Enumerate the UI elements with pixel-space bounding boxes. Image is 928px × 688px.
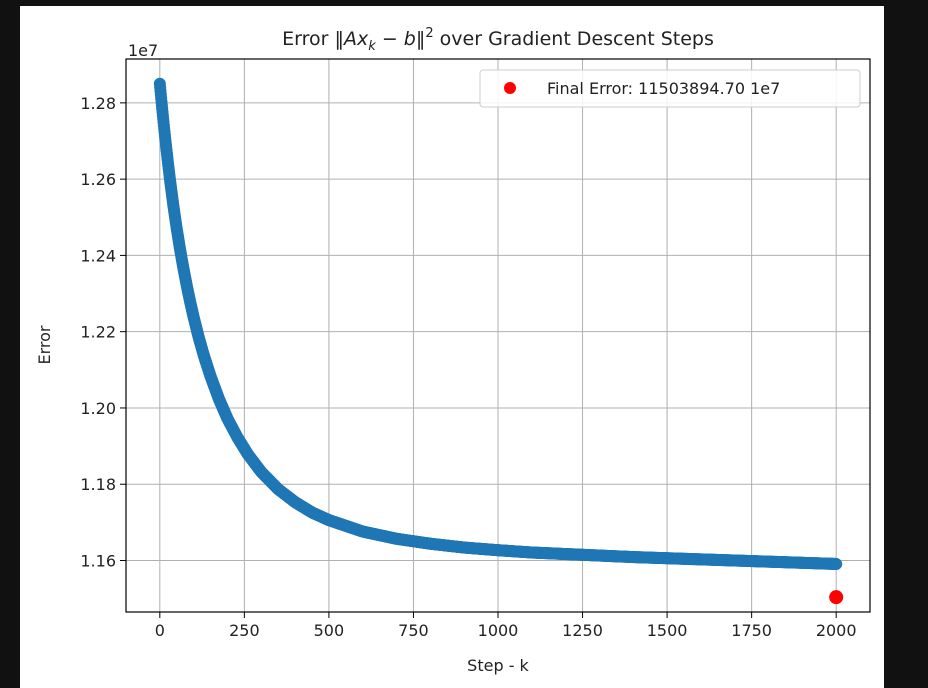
x-tick-label: 1000 (478, 621, 519, 640)
legend-marker-final-error (504, 82, 516, 94)
y-offset-label: 1e7 (128, 41, 158, 60)
x-tick-label: 1750 (731, 621, 772, 640)
figure: Error ‖Axk − b‖2 over Gradient Descent S… (20, 6, 884, 688)
x-tick-label: 1500 (647, 621, 688, 640)
y-tick-label: 1.22 (80, 323, 116, 342)
legend: Final Error: 11503894.70 1e7 (479, 69, 861, 108)
y-tick-label: 1.26 (80, 170, 116, 189)
legend-label-final-error: Final Error: 11503894.70 1e7 (547, 79, 780, 98)
y-tick-label: 1.18 (80, 475, 116, 494)
plot-frame (125, 58, 871, 613)
y-tick-label: 1.20 (80, 399, 116, 418)
grid (126, 59, 870, 612)
x-tick-label: 0 (155, 621, 165, 640)
y-tick-label: 1.16 (80, 552, 116, 571)
chart: Error ‖Axk − b‖2 over Gradient Descent S… (35, 26, 871, 675)
x-tick-label: 2000 (816, 621, 857, 640)
y-tick-label: 1.28 (80, 94, 116, 113)
chart-title: Error ‖Axk − b‖2 over Gradient Descent S… (282, 26, 714, 54)
x-axis-label: Step - k (467, 656, 529, 675)
ticks: 0 250 500 750 1000 1250 1500 1750 2000 1.16 1.18 1.… (80, 94, 856, 640)
x-tick-label: 1250 (562, 621, 603, 640)
final-error-point (829, 590, 844, 605)
y-tick-label: 1.24 (80, 246, 116, 265)
data-points (153, 77, 844, 605)
x-tick-label: 500 (314, 621, 345, 640)
x-tick-label: 250 (229, 621, 260, 640)
error-point (830, 557, 843, 570)
x-tick-label: 750 (398, 621, 429, 640)
y-axis-label: Error (35, 325, 54, 364)
legend-box (479, 69, 861, 108)
